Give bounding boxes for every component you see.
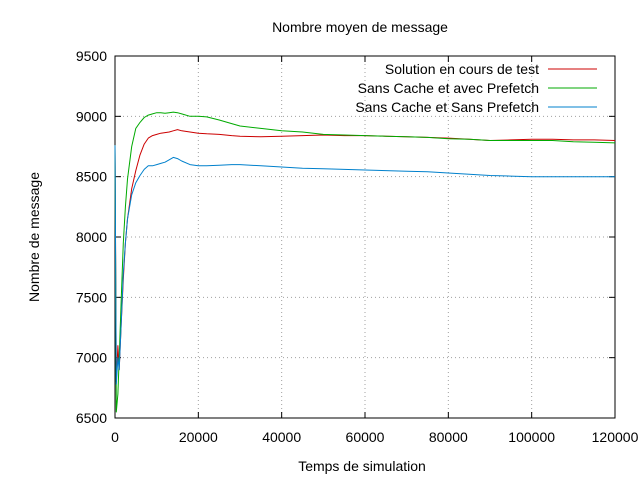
series-line (114, 145, 615, 385)
series-line (114, 129, 616, 383)
x-tick-label: 80000 (429, 429, 468, 445)
y-tick-label: 7500 (76, 289, 107, 305)
x-tick-label: 60000 (346, 429, 385, 445)
y-tick-label: 9000 (76, 108, 107, 124)
series-line (114, 111, 616, 413)
x-tick-label: 0 (111, 429, 119, 445)
x-tick-label: 120000 (592, 429, 639, 445)
x-tick-label: 40000 (262, 429, 301, 445)
y-tick-label: 7000 (76, 350, 107, 366)
series-lines (114, 111, 616, 413)
legend-label: Sans Cache et Sans Prefetch (355, 99, 539, 115)
y-tick-label: 8500 (76, 169, 107, 185)
y-tick-label: 8000 (76, 229, 107, 245)
y-tick-label: 6500 (76, 410, 107, 426)
legend-label: Sans Cache et avec Prefetch (358, 80, 539, 96)
legend-label: Solution en cours de test (385, 61, 539, 77)
x-tick-label: 20000 (179, 429, 218, 445)
x-tick-label: 100000 (508, 429, 555, 445)
y-axis-title: Nombre de message (26, 172, 42, 302)
axis-ticks: 0 20000 40000 60000 80000 100000 120000 6500 700… (76, 48, 639, 445)
x-axis-title: Temps de simulation (298, 458, 426, 474)
legend: Solution en cours de test Sans Cache et a… (355, 61, 597, 115)
chart-title: Nombre moyen de message (272, 19, 448, 35)
y-tick-label: 9500 (76, 48, 107, 64)
